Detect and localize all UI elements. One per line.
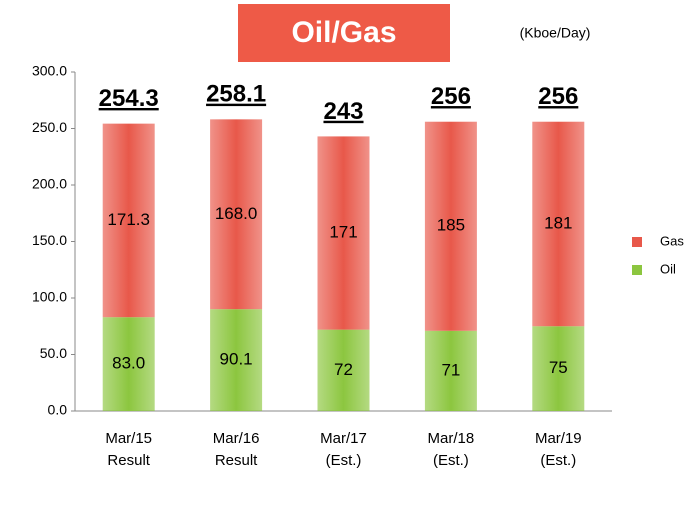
y-tick-label: 150.0 — [32, 232, 67, 248]
segment-label: 90.1 — [220, 350, 253, 369]
bar-segment — [317, 136, 370, 330]
segment-label: 185 — [437, 216, 465, 235]
x-tick-label: Result — [215, 452, 258, 469]
total-label: 256 — [538, 83, 578, 110]
x-tick-label: Mar/16 — [213, 430, 260, 447]
bar-segment — [424, 121, 477, 331]
bar-segment — [102, 123, 155, 318]
total-label: 243 — [323, 98, 363, 125]
segment-label: 168.0 — [215, 204, 258, 223]
x-tick-label: Mar/15 — [105, 430, 152, 447]
bar-segment — [102, 317, 155, 411]
total-label: 256 — [431, 83, 471, 110]
bar-segment — [532, 326, 585, 411]
title-box — [238, 4, 450, 62]
segment-label: 72 — [334, 360, 353, 379]
y-tick-label: 300.0 — [32, 63, 67, 79]
x-tick-label: Result — [107, 452, 150, 469]
x-tick-label: (Est.) — [326, 452, 362, 469]
x-tick-label: Mar/17 — [320, 430, 367, 447]
bar-segment — [210, 309, 263, 411]
legend-swatch — [632, 237, 642, 247]
segment-label: 75 — [549, 358, 568, 377]
bar-segment — [210, 119, 263, 310]
total-label: 254.3 — [99, 85, 159, 112]
y-tick-label: 0.0 — [48, 402, 68, 418]
y-tick-label: 50.0 — [40, 345, 67, 361]
x-tick-label: Mar/18 — [428, 430, 475, 447]
segment-label: 83.0 — [112, 354, 145, 373]
segment-label: 181 — [544, 213, 572, 232]
segment-label: 171.3 — [107, 210, 150, 229]
x-tick-label: (Est.) — [540, 452, 576, 469]
x-tick-label: Mar/19 — [535, 430, 582, 447]
legend-label: Oil — [660, 261, 676, 276]
bar-segment — [424, 330, 477, 411]
unit-label: (Kboe/Day) — [520, 25, 591, 41]
segment-label: 71 — [441, 360, 460, 379]
legend-swatch — [632, 265, 642, 275]
y-tick-label: 250.0 — [32, 119, 67, 135]
legend-label: Gas — [660, 233, 684, 248]
y-tick-label: 100.0 — [32, 289, 67, 305]
chart-title: Oil/Gas — [291, 16, 396, 49]
total-label: 258.1 — [206, 81, 266, 108]
bar-segment — [317, 329, 370, 411]
bar-segment — [532, 121, 585, 327]
x-tick-label: (Est.) — [433, 452, 469, 469]
y-tick-label: 200.0 — [32, 176, 67, 192]
segment-label: 171 — [329, 223, 357, 242]
